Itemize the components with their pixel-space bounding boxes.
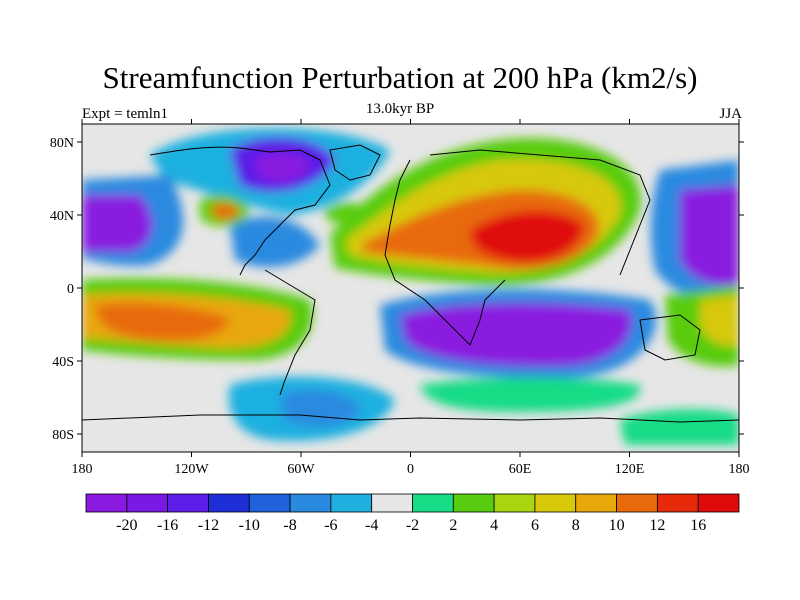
colorbar-label: -20 bbox=[116, 517, 137, 534]
lon-tick-label: 0 bbox=[407, 462, 414, 477]
colorbar-swatch bbox=[371, 493, 413, 513]
contour-region-so-pos bbox=[420, 377, 641, 412]
lat-tick-label: 80S bbox=[52, 428, 74, 443]
coast-south-america bbox=[264, 269, 316, 396]
contour-region-atl-neg bbox=[230, 216, 320, 268]
axis-ticks bbox=[77, 119, 744, 457]
coast-australia bbox=[639, 314, 701, 361]
lon-tick-label: 180 bbox=[729, 462, 750, 477]
contour-region-nwpac-neg2 bbox=[680, 185, 739, 286]
coast-greenland bbox=[329, 144, 381, 181]
contour-region-spac-pos3 bbox=[95, 303, 230, 341]
lat-tick-label: 40N bbox=[50, 209, 74, 224]
contour-region-so-pos2 bbox=[620, 409, 739, 445]
colorbar-swatch bbox=[534, 493, 577, 513]
contour-region-np-west-neg2 bbox=[82, 195, 153, 252]
lat-tick-label: 0 bbox=[67, 282, 74, 297]
axis-labels: 80N 40N 0 40S 80S 180 120W 60W 0 60E 120E 180 bbox=[50, 136, 750, 477]
colorbar-swatch bbox=[208, 493, 250, 513]
colorbar-swatch bbox=[697, 493, 740, 513]
colorbar-swatch bbox=[452, 493, 495, 513]
contour-region-midatl-pos bbox=[325, 202, 368, 223]
colorbar-label: -10 bbox=[239, 517, 260, 534]
coastlines bbox=[82, 144, 739, 423]
contour-region-na-neg3 bbox=[255, 153, 310, 183]
colorbar-label: 12 bbox=[649, 517, 665, 534]
colorbar-swatch bbox=[412, 493, 454, 513]
colorbar-swatch bbox=[656, 493, 699, 513]
time-label: 13.0kyr BP bbox=[365, 101, 435, 117]
colorbar-label: -4 bbox=[365, 517, 378, 534]
coast-asia bbox=[429, 149, 651, 276]
colorbar-label: 8 bbox=[572, 517, 580, 534]
coast-north-america bbox=[149, 146, 331, 276]
colorbar-swatch bbox=[248, 493, 291, 513]
colorbar-label: -16 bbox=[157, 517, 178, 534]
colorbar-swatch bbox=[126, 493, 169, 513]
colorbar-swatch bbox=[167, 493, 209, 513]
colorbar-swatch bbox=[330, 493, 373, 513]
coast-antarctica bbox=[82, 414, 739, 423]
contour-region-aus-pos2 bbox=[700, 295, 739, 346]
colorbar-label: 6 bbox=[531, 517, 539, 534]
colorbar-swatch bbox=[575, 493, 617, 513]
lat-tick-label: 40S bbox=[52, 355, 74, 370]
experiment-label: Expt = temln1 bbox=[82, 106, 168, 122]
colorbar: -20 -16 -12 -10 -8 -6 -4 -2 2 4 6 8 10 12 16 bbox=[85, 493, 740, 534]
contour-region-eurasia-pos4 bbox=[470, 210, 585, 263]
lon-tick-label: 60W bbox=[287, 462, 315, 477]
colorbar-label: -8 bbox=[283, 517, 296, 534]
colorbar-swatch bbox=[289, 493, 332, 513]
lon-tick-label: 60E bbox=[509, 462, 532, 477]
contour-region-nw-pos2 bbox=[212, 202, 240, 220]
colorbar-label: 2 bbox=[449, 517, 457, 534]
map-title: Streamfunction Perturbation at 200 hPa (… bbox=[102, 60, 698, 95]
colorbar-swatch bbox=[493, 493, 536, 513]
lon-tick-label: 180 bbox=[72, 462, 93, 477]
colorbar-label: 10 bbox=[609, 517, 625, 534]
contour-region-satl-neg2 bbox=[280, 390, 362, 427]
colorbar-swatch bbox=[616, 493, 658, 513]
colorbar-label: 4 bbox=[490, 517, 498, 534]
colorbar-label: -2 bbox=[406, 517, 419, 534]
lon-tick-label: 120E bbox=[615, 462, 645, 477]
colorbar-swatch bbox=[85, 493, 128, 513]
colorbar-label: 16 bbox=[690, 517, 706, 534]
contour-region-sio-neg2 bbox=[400, 303, 632, 367]
coast-europe-africa bbox=[384, 159, 506, 346]
colorbar-label: -6 bbox=[324, 517, 337, 534]
season-label: JJA bbox=[719, 106, 742, 122]
lat-tick-label: 80N bbox=[50, 136, 74, 151]
lon-tick-label: 120W bbox=[174, 462, 209, 477]
colorbar-label: -12 bbox=[198, 517, 219, 534]
contour-field bbox=[82, 128, 739, 445]
